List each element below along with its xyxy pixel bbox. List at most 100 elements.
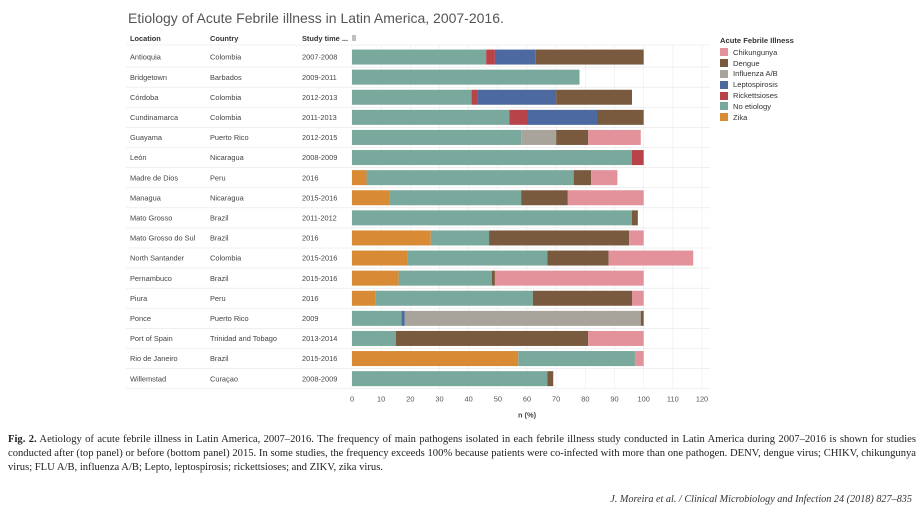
header-country: Country <box>210 34 239 43</box>
x-tick-label: 10 <box>377 395 385 404</box>
legend-item: Influenza A/B <box>720 69 794 80</box>
row-study-time-label: 2012-2013 <box>302 93 337 102</box>
bar-segment <box>591 170 618 186</box>
bar-segment <box>352 250 408 266</box>
bar-segment <box>404 310 641 326</box>
x-tick-label: 20 <box>406 395 414 404</box>
x-tick-label: 70 <box>552 395 560 404</box>
bar-segment <box>366 170 574 186</box>
x-tick-label: 60 <box>523 395 531 404</box>
bar-segment <box>352 330 396 346</box>
row-country-label: Curaçao <box>210 374 238 383</box>
row-study-time-label: 2008-2009 <box>302 374 337 383</box>
legend-item: No etiology <box>720 101 794 112</box>
bar-segment <box>492 270 495 286</box>
legend-label: Chikungunya <box>733 47 778 57</box>
row-study-time-label: 2015-2016 <box>302 274 337 283</box>
figure-caption: Fig. 2. Aetiology of acute febrile illne… <box>8 433 916 475</box>
legend-label: Rickettsioses <box>733 91 778 101</box>
row-country-label: Colombia <box>210 93 242 102</box>
bar-segment <box>567 190 644 206</box>
legend-label: Zika <box>733 112 748 122</box>
bar-segment <box>430 230 490 246</box>
bar-segment <box>486 49 495 65</box>
row-location-label: Ponce <box>130 314 151 323</box>
bar-segment <box>352 351 519 367</box>
row-study-time-label: 2015-2016 <box>302 254 337 263</box>
bar-segment <box>521 129 557 145</box>
row-location-label: Mato Grosso do Sul <box>130 234 196 243</box>
bar-segment <box>518 351 635 367</box>
bar-segment <box>352 69 580 85</box>
row-location-label: Antioquia <box>130 53 162 62</box>
bar-segment <box>352 371 548 387</box>
bar-segment <box>494 270 644 286</box>
bar-segment <box>471 89 478 105</box>
legend-item: Leptospirosis <box>720 79 794 90</box>
chart-legend: Acute Febrile Illness Chikungunya Dengue I… <box>720 36 794 123</box>
bar-segment <box>556 129 589 145</box>
bar-segment <box>389 190 522 206</box>
row-location-label: Willemstad <box>130 374 166 383</box>
bar-segment <box>532 290 632 306</box>
legend-swatch <box>720 80 728 89</box>
bar-segment <box>632 150 644 166</box>
bar-segment <box>632 290 644 306</box>
row-study-time-label: 2016 <box>302 234 318 243</box>
bar-segment <box>634 351 644 367</box>
row-country-label: Trinidad and Tobago <box>210 334 277 343</box>
x-tick-label: 110 <box>667 395 679 404</box>
legend-item: Zika <box>720 112 794 123</box>
bar-segment <box>352 210 632 226</box>
row-location-label: Cundinamarca <box>130 113 179 122</box>
bar-segment <box>352 170 367 186</box>
legend-swatch <box>720 69 728 78</box>
header-location: Location <box>130 34 161 43</box>
x-tick-label: 100 <box>637 395 649 404</box>
row-study-time-label: 2012-2015 <box>302 133 337 142</box>
bar-segment <box>509 109 527 125</box>
bar-segment <box>527 109 597 125</box>
row-location-label: Rio de Janeiro <box>130 354 178 363</box>
row-country-label: Brazil <box>210 274 229 283</box>
bar-segment <box>640 310 644 326</box>
bar-segment <box>597 109 644 125</box>
bar-segment <box>521 190 568 206</box>
row-location-label: Pernambuco <box>130 274 172 283</box>
row-country-label: Puerto Rico <box>210 314 249 323</box>
bar-segment <box>401 310 405 326</box>
x-tick-label: 40 <box>465 395 473 404</box>
bar-segment <box>352 89 472 105</box>
header-indicator <box>352 35 356 41</box>
row-country-label: Brazil <box>210 234 229 243</box>
citation: J. Moreira et al. / Clinical Microbiolog… <box>610 494 912 505</box>
legend-item: Rickettsioses <box>720 90 794 101</box>
row-study-time-label: 2011-2013 <box>302 113 337 122</box>
figure-label: Fig. 2. <box>8 434 37 445</box>
bar-segment <box>547 371 554 387</box>
legend-item: Dengue <box>720 58 794 69</box>
row-location-label: Port of Spain <box>130 334 173 343</box>
bar-segment <box>629 230 644 246</box>
legend-swatch <box>720 113 728 122</box>
row-location-label: Córdoba <box>130 93 159 102</box>
bar-segment <box>608 250 694 266</box>
bar-segment <box>352 290 376 306</box>
row-location-label: Piura <box>130 294 148 303</box>
bar-segment <box>494 49 536 65</box>
bar-segment <box>352 270 399 286</box>
row-country-label: Puerto Rico <box>210 133 249 142</box>
row-study-time-label: 2008-2009 <box>302 153 337 162</box>
row-location-label: León <box>130 153 146 162</box>
bar-segment <box>489 230 630 246</box>
row-country-label: Peru <box>210 173 226 182</box>
row-study-time-label: 2015-2016 <box>302 193 337 202</box>
x-tick-label: 30 <box>435 395 443 404</box>
bar-segment <box>547 250 609 266</box>
row-country-label: Colombia <box>210 53 242 62</box>
row-country-label: Colombia <box>210 113 242 122</box>
legend-swatch <box>720 91 728 100</box>
row-location-label: Madre de Dios <box>130 173 178 182</box>
legend-swatch <box>720 59 728 68</box>
row-country-label: Colombia <box>210 254 242 263</box>
